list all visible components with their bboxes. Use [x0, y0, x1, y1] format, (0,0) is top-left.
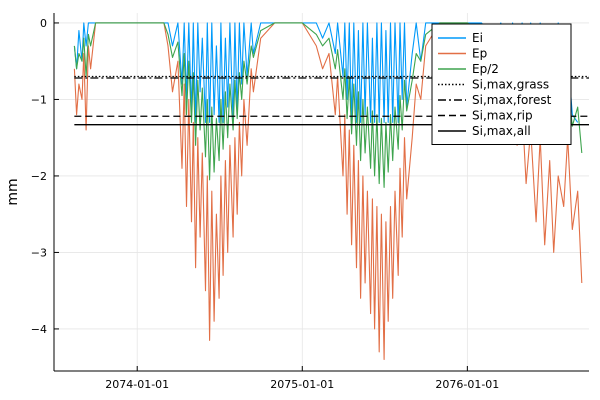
y-tick-label: −3: [31, 246, 47, 259]
legend-label: Si,max,forest: [472, 93, 552, 107]
legend-label: Si,max,grass: [472, 78, 549, 92]
ticks: 2074-01-01 2075-01-01 2076-01-01 0 −1 −2 −3 −4: [31, 17, 500, 391]
y-axis-label: mm: [5, 178, 21, 205]
legend-label: Si,max,all: [472, 124, 531, 138]
legend-label: Ep/2: [472, 62, 499, 76]
legend-box: [431, 23, 572, 145]
y-tick-label: −2: [31, 170, 47, 183]
y-tick-label: −1: [31, 93, 47, 106]
y-tick-label: −4: [31, 323, 47, 336]
x-tick-label: 2074-01-01: [105, 378, 169, 391]
axes: [53, 13, 589, 372]
series-line-ei: [73, 22, 579, 123]
legend-label: Ep: [472, 47, 487, 61]
x-tick-label: 2076-01-01: [435, 378, 499, 391]
legend-label: Si,max,rip: [472, 109, 533, 123]
y-tick-label: 0: [40, 17, 47, 30]
legend-label: Ei: [472, 31, 483, 45]
x-tick-label: 2075-01-01: [270, 378, 334, 391]
